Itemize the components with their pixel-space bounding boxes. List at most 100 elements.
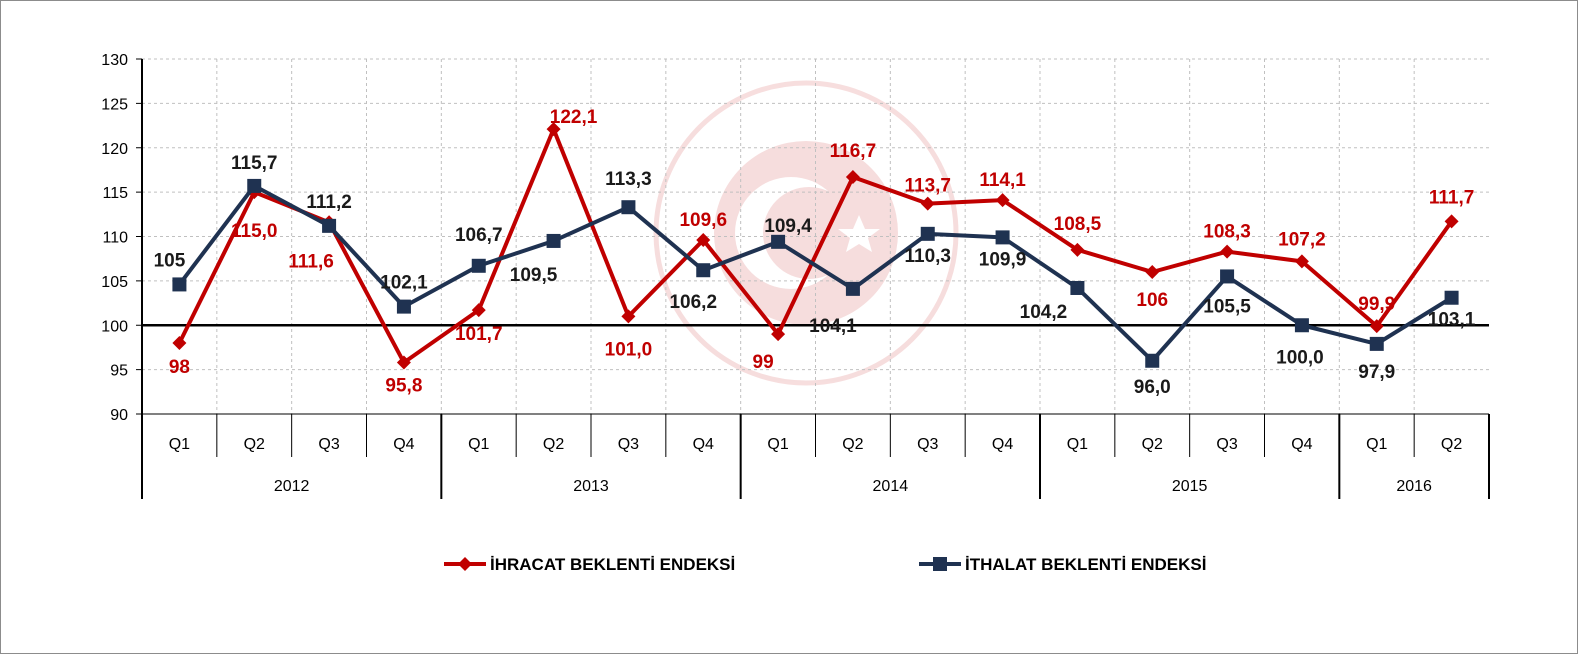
export-data-label: 109,6 [679,210,727,231]
x-axis-tick-labels: Q1 Q2 Q3 Q4 Q1 Q2 Q3 Q4 Q1 Q2 Q3 Q4 Q1 Q2 Q3 Q4 Q1 Q2 2012… [169,436,1463,495]
export-data-label: 113,7 [905,176,952,197]
import-data-point [1444,290,1459,305]
import-data-label: 104,1 [809,316,857,337]
import-data-point [771,234,786,249]
legend-import-marker [933,557,947,571]
import-data-label: 104,2 [1020,302,1068,323]
export-data-label: 122,1 [550,107,598,128]
x-tick-label-quarter: Q2 [842,436,863,453]
import-data-label: 106,2 [669,292,717,313]
x-tick-label-quarter: Q3 [318,436,339,453]
x-tick-label-quarter: Q2 [244,436,265,453]
export-data-label: 107,2 [1278,229,1326,250]
export-data-point [1070,242,1085,257]
export-data-label: 111,6 [288,251,333,272]
import-data-label: 102,1 [380,273,428,294]
data-labels: 98 115,0 111,6 95,8 101,7 122,1 101,0 109,6 99 11… [154,107,1476,398]
export-expectation-line [177,127,1454,365]
y-tick-label: 100 [101,318,128,335]
import-data-point [1145,353,1160,368]
import-data-label: 109,9 [979,249,1027,270]
x-tick-label-quarter: Q2 [1441,436,1462,453]
x-tick-label-quarter: Q1 [468,436,489,453]
export-data-point [771,327,786,342]
export-data-label: 101,0 [605,339,653,360]
gridlines [142,58,1489,414]
legend: İHRACAT BEKLENTİ ENDEKSİ İTHALAT BEKLENTİ… [444,555,1206,574]
import-data-point [322,218,337,233]
export-data-label: 114,1 [979,170,1026,191]
export-data-point [920,196,935,211]
seal-disc [714,141,898,325]
x-tick-label-quarter: Q4 [393,436,414,453]
export-data-label: 111,7 [1429,187,1474,208]
export-data-label: 108,5 [1054,214,1102,235]
y-tick-label: 130 [101,52,128,69]
export-data-label: 99 [753,352,774,373]
import-expectation-line [177,183,1453,363]
export-data-point [396,355,411,370]
x-tick-label-quarter: Q3 [917,436,938,453]
seal-crescent-outer [735,177,847,289]
export-data-point [1294,254,1309,269]
x-tick-label-quarter: Q4 [1291,436,1312,453]
import-data-label: 113,3 [605,169,652,190]
export-data-label: 95,8 [385,376,422,397]
export-data-point [1220,244,1235,259]
legend-export-label: İHRACAT BEKLENTİ ENDEKSİ [490,555,735,574]
axes [136,58,1490,499]
import-data-label: 109,5 [510,265,558,286]
export-data-label: 106 [1136,290,1168,311]
y-tick-label: 110 [102,230,128,247]
series-lines [172,122,1459,370]
y-axis-tick-labels: 90 95 100 105 110 115 120 125 130 [101,52,128,424]
export-data-label: 115,0 [231,221,278,242]
import-data-label: 100,0 [1276,347,1324,368]
export-data-point [172,336,187,350]
import-data-point [471,258,486,273]
export-data-point [546,122,561,137]
export-data-point [1444,214,1459,229]
x-tick-label-quarter: Q4 [693,436,714,453]
legend-export-marker [458,557,472,571]
import-data-label: 111,2 [306,192,351,213]
export-data-label: 116,7 [830,141,877,162]
import-data-point [995,230,1010,245]
export-data-point [621,309,636,324]
x-tick-label-quarter: Q2 [1142,436,1163,453]
x-tick-label-quarter: Q1 [767,436,788,453]
import-data-point [172,277,187,292]
export-data-label: 99,9 [1358,294,1395,315]
y-tick-label: 125 [101,96,128,113]
ministry-seal-watermark [653,80,959,386]
export-data-point [995,193,1010,208]
export-data-label: 108,3 [1203,222,1251,243]
import-data-label: 97,9 [1358,362,1395,383]
export-data-point [471,303,486,318]
x-tick-label-year: 2014 [873,478,909,495]
x-tick-label-quarter: Q2 [543,436,564,453]
x-tick-label-quarter: Q1 [1067,436,1088,453]
export-data-point [845,170,860,185]
y-tick-label: 115 [102,185,128,202]
import-data-point [1220,269,1235,284]
import-data-label: 109,4 [764,216,812,237]
import-data-point [1369,336,1384,351]
import-data-point [621,200,636,215]
import-data-label: 115,7 [231,153,278,174]
x-tick-label-year: 2012 [274,478,310,495]
export-data-point [696,233,711,248]
x-tick-label-year: 2016 [1396,478,1432,495]
export-data-point [1369,319,1384,334]
y-tick-label: 95 [110,363,128,380]
import-data-point [396,299,411,314]
y-tick-label: 120 [101,141,128,158]
import-data-point [546,233,561,248]
x-tick-label-quarter: Q3 [618,436,639,453]
x-tick-label-quarter: Q1 [1366,436,1387,453]
y-tick-label: 105 [101,274,128,291]
x-tick-label-quarter: Q4 [992,436,1013,453]
x-tick-label-quarter: Q3 [1216,436,1237,453]
import-data-point [845,281,860,296]
